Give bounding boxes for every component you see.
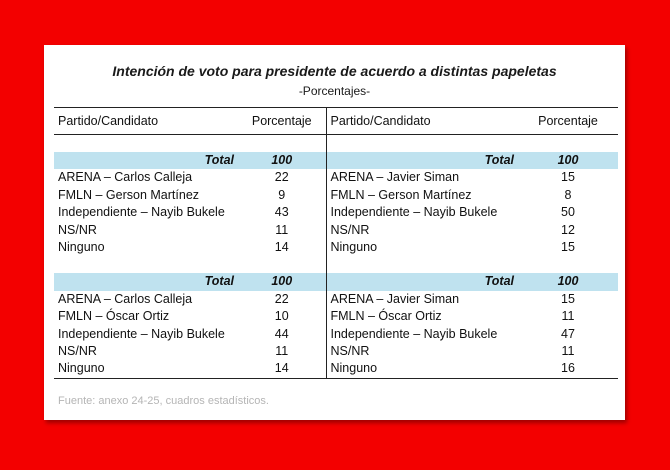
source-note: Fuente: anexo 24-25, cuadros estadístico… bbox=[58, 395, 269, 407]
header-row: Partido/Candidato Porcentaje Partido/Can… bbox=[54, 107, 618, 135]
percentage-value: 44 bbox=[238, 325, 327, 344]
candidate-label: FMLN – Óscar Ortiz bbox=[330, 309, 442, 324]
total-label: Total bbox=[54, 152, 238, 170]
candidate-label: ARENA – Javier Siman bbox=[330, 291, 460, 306]
candidate-label: FMLN – Gerson Martínez bbox=[330, 187, 472, 202]
table-subtitle: -Porcentajes- bbox=[298, 84, 371, 98]
percentage-value: 9 bbox=[238, 186, 327, 205]
total-label: Total bbox=[326, 152, 518, 170]
candidate-label: Ninguno bbox=[326, 360, 518, 379]
percentage-value: 11 bbox=[561, 344, 575, 359]
percentage-value: 11 bbox=[561, 309, 575, 324]
percentage-value: 8 bbox=[564, 187, 572, 202]
vote-intention-table: Partido/Candidato Porcentaje Partido/Can… bbox=[54, 107, 618, 379]
candidate-label: FMLN – Gerson Martínez bbox=[58, 187, 200, 202]
percentage-value: 22 bbox=[238, 290, 327, 309]
header-party-left: Partido/Candidato bbox=[54, 107, 238, 135]
percentage-value: 43 bbox=[238, 204, 327, 222]
candidate-label: ARENA – Carlos Calleja bbox=[58, 291, 193, 306]
candidate-label: Ninguno bbox=[54, 360, 238, 379]
percentage-value: 22 bbox=[238, 169, 327, 187]
total-value: 100 bbox=[518, 152, 618, 170]
candidate-label: NS/NR bbox=[330, 344, 370, 359]
spacer-row bbox=[54, 256, 618, 274]
candidate-label: FMLN – Óscar Ortiz bbox=[58, 309, 170, 324]
percentage-value: 11 bbox=[238, 221, 327, 240]
percentage-value: 15 bbox=[561, 240, 575, 255]
total-value: 100 bbox=[238, 152, 327, 170]
percentage-value: 16 bbox=[518, 360, 618, 379]
candidate-label: NS/NR bbox=[58, 222, 97, 237]
table-row: ARENA – Carlos Calleja 22 ARENA – Javier… bbox=[54, 169, 618, 187]
table-title: Intención de voto para presidente de acu… bbox=[112, 63, 557, 79]
header-percentage-right: Porcentaje bbox=[518, 107, 618, 135]
table-row: FMLN – Óscar Ortiz 10 FMLN – Óscar Ortiz… bbox=[54, 308, 618, 326]
table-row: NS/NR 11 NS/NR 11 bbox=[54, 343, 618, 361]
percentage-value: 14 bbox=[238, 360, 327, 379]
candidate-label: Ninguno bbox=[330, 240, 378, 255]
candidate-label: Independiente – Nayib Bukele bbox=[330, 205, 498, 220]
candidate-label: ARENA – Carlos Calleja bbox=[58, 170, 193, 185]
total-value: 100 bbox=[238, 273, 327, 291]
total-label: Total bbox=[54, 273, 238, 291]
table-row: NS/NR 11 NS/NR 12 bbox=[54, 221, 618, 240]
percentage-value: 15 bbox=[561, 170, 575, 185]
percentage-value: 11 bbox=[238, 343, 327, 361]
percentage-value: 15 bbox=[561, 291, 575, 306]
candidate-label: Independiente – Nayib Bukele bbox=[58, 205, 225, 220]
total-row: Total 100 Total 100 bbox=[54, 152, 618, 170]
candidate-label: ARENA – Javier Siman bbox=[330, 170, 460, 185]
candidate-label: Independiente – Nayib Bukele bbox=[58, 326, 225, 341]
percentage-value: 10 bbox=[238, 308, 327, 326]
table-row: Ninguno 14 Ninguno 16 bbox=[54, 360, 618, 379]
candidate-label: NS/NR bbox=[58, 344, 97, 359]
table-row: Ninguno 14 Ninguno 15 bbox=[54, 239, 618, 257]
percentage-value: 47 bbox=[561, 326, 575, 341]
spacer-row bbox=[54, 134, 618, 152]
percentage-value: 12 bbox=[561, 222, 575, 237]
total-row: Total 100 Total 100 bbox=[54, 273, 618, 291]
table-row: Independiente – Nayib Bukele 43 Independ… bbox=[54, 204, 618, 222]
table-row: Independiente – Nayib Bukele 44 Independ… bbox=[54, 325, 618, 344]
header-percentage-left: Porcentaje bbox=[238, 107, 327, 135]
candidate-label: Independiente – Nayib Bukele bbox=[330, 326, 498, 341]
percentage-value: 50 bbox=[561, 205, 575, 220]
table-card: Intención de voto para presidente de acu… bbox=[44, 45, 625, 420]
candidate-label: Ninguno bbox=[58, 240, 105, 255]
total-value: 100 bbox=[518, 273, 618, 291]
candidate-label: NS/NR bbox=[330, 222, 370, 237]
percentage-value: 14 bbox=[238, 239, 327, 257]
table-row: ARENA – Carlos Calleja 22 ARENA – Javier… bbox=[54, 290, 618, 309]
header-party-right: Partido/Candidato bbox=[326, 107, 518, 135]
table-row: FMLN – Gerson Martínez 9 FMLN – Gerson M… bbox=[54, 186, 618, 205]
total-label: Total bbox=[326, 273, 518, 291]
